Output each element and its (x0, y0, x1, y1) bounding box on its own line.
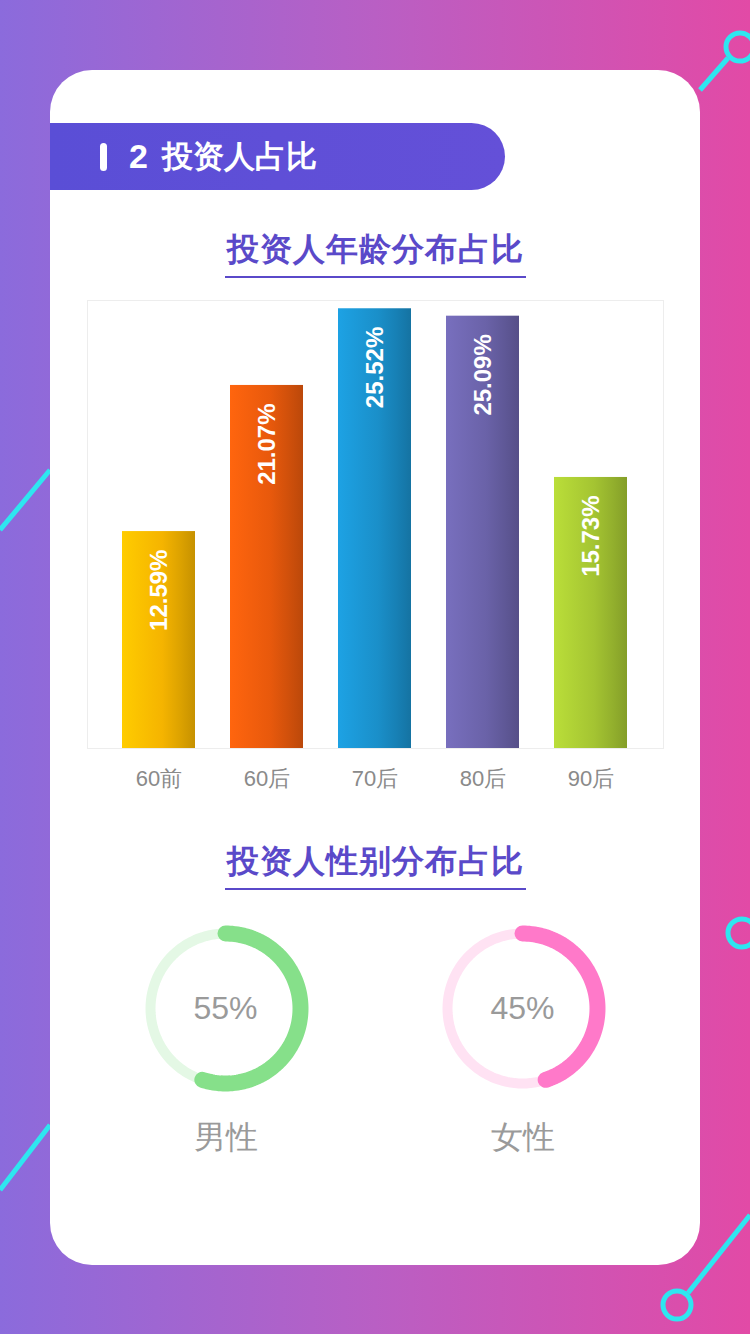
svg-text:25.09%: 25.09% (469, 334, 496, 415)
svg-text:60前: 60前 (136, 766, 182, 791)
svg-text:15.73%: 15.73% (577, 495, 604, 576)
svg-text:60后: 60后 (244, 766, 290, 791)
svg-text:25.52%: 25.52% (361, 327, 388, 408)
svg-text:21.07%: 21.07% (253, 403, 280, 484)
html-text:投资人年龄分布占比: 投资人年龄分布占比 (226, 231, 524, 267)
html-text:投资人占比: 投资人占比 (161, 138, 317, 174)
svg-text:90后: 90后 (568, 766, 614, 791)
html-text:投资人性别分布占比: 投资人性别分布占比 (226, 843, 524, 879)
svg-text:55%: 55% (193, 990, 257, 1026)
svg-text:70后: 70后 (352, 766, 398, 791)
svg-text:男性: 男性 (194, 1119, 258, 1155)
svg-text:12.59%: 12.59% (145, 550, 172, 631)
svg-text:45%: 45% (490, 990, 554, 1026)
svg-text:80后: 80后 (460, 766, 506, 791)
html-text:2: 2 (129, 137, 148, 175)
svg-text:女性: 女性 (491, 1119, 555, 1155)
